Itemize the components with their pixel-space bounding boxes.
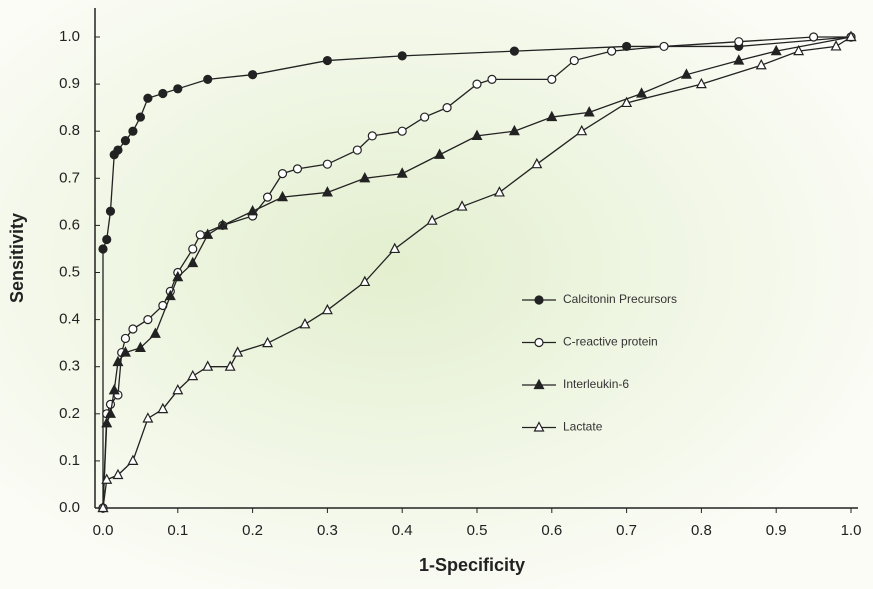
- legend-label: C-reactive protein: [563, 335, 658, 349]
- legend-label: Lactate: [563, 420, 603, 434]
- y-tick-label: 0.5: [59, 263, 80, 280]
- marker: [443, 104, 451, 112]
- marker: [174, 85, 182, 93]
- marker: [323, 160, 331, 168]
- marker: [398, 52, 406, 60]
- x-tick-label: 0.0: [93, 522, 114, 539]
- marker: [421, 113, 429, 121]
- x-tick-label: 0.9: [766, 522, 787, 539]
- marker: [121, 137, 129, 145]
- x-tick-label: 0.7: [616, 522, 637, 539]
- marker: [103, 236, 111, 244]
- chart: 1-Specificity Sensitivity 0.0 0.1 0.2 0.3 0.…: [0, 0, 873, 589]
- marker: [510, 47, 518, 55]
- y-axis-title: Sensitivity: [7, 213, 27, 303]
- x-tick-label: 0.4: [392, 522, 413, 539]
- marker: [368, 132, 376, 140]
- x-tick-label: 0.8: [691, 522, 712, 539]
- marker: [323, 57, 331, 65]
- y-tick-label: 1.0: [59, 28, 80, 45]
- marker: [279, 170, 287, 178]
- x-tick-label: 0.5: [467, 522, 488, 539]
- x-tick-label: 0.3: [317, 522, 338, 539]
- marker: [106, 207, 114, 215]
- marker: [204, 75, 212, 83]
- marker: [159, 90, 167, 98]
- y-tick-label: 0.3: [59, 358, 80, 375]
- marker: [473, 80, 481, 88]
- marker: [548, 75, 556, 83]
- y-tick-label: 0.7: [59, 169, 80, 186]
- marker: [735, 38, 743, 46]
- x-axis-title: 1-Specificity: [419, 555, 525, 575]
- background: [0, 0, 873, 589]
- marker: [114, 146, 122, 154]
- marker: [660, 42, 668, 50]
- marker: [129, 325, 137, 333]
- marker: [106, 400, 114, 408]
- page: {"chart_data": { "type": "line", "x_labe…: [0, 0, 873, 589]
- marker: [144, 94, 152, 102]
- marker: [264, 193, 272, 201]
- marker: [99, 245, 107, 253]
- marker: [129, 127, 137, 135]
- legend-label: Interleukin-6: [563, 377, 629, 391]
- marker: [121, 334, 129, 342]
- marker: [608, 47, 616, 55]
- marker: [144, 316, 152, 324]
- x-tick-label: 0.2: [242, 522, 263, 539]
- legend-marker: [535, 339, 543, 347]
- x-tick-label: 0.6: [541, 522, 562, 539]
- y-tick-label: 0.8: [59, 122, 80, 139]
- y-tick-label: 0.4: [59, 311, 80, 328]
- marker: [398, 127, 406, 135]
- marker: [189, 245, 197, 253]
- y-tick-label: 0.2: [59, 405, 80, 422]
- y-tick-label: 0.1: [59, 452, 80, 469]
- y-tick-label: 0.0: [59, 499, 80, 516]
- marker: [136, 113, 144, 121]
- marker: [293, 165, 301, 173]
- legend-label: Calcitonin Precursors: [563, 292, 677, 306]
- marker: [249, 71, 257, 79]
- marker: [488, 75, 496, 83]
- marker: [570, 57, 578, 65]
- y-tick-label: 0.6: [59, 216, 80, 233]
- marker: [353, 146, 361, 154]
- marker: [810, 33, 818, 41]
- y-tick-label: 0.9: [59, 75, 80, 92]
- legend-marker: [535, 296, 543, 304]
- x-tick-label: 0.1: [167, 522, 188, 539]
- x-tick-label: 1.0: [841, 522, 862, 539]
